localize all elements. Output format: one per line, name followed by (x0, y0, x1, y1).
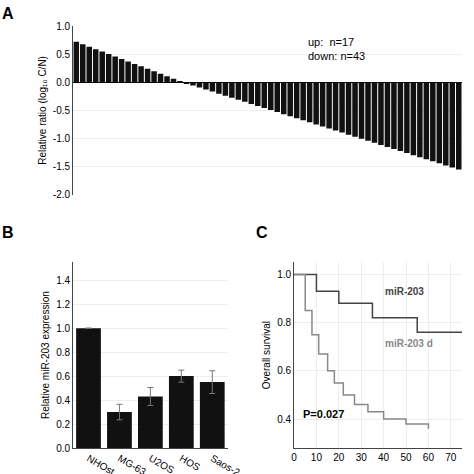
svg-text:0.8: 0.8 (277, 317, 291, 328)
svg-text:0.2: 0.2 (56, 419, 70, 430)
svg-text:Relative ratio (log₁₀ C/N): Relative ratio (log₁₀ C/N) (37, 56, 48, 165)
svg-text:A: A (2, 5, 14, 22)
svg-text:10: 10 (311, 452, 323, 463)
svg-text:-1.0: -1.0 (53, 133, 71, 144)
svg-text:0.6: 0.6 (277, 365, 291, 376)
svg-text:Saos-2: Saos-2 (209, 453, 242, 474)
svg-text:up: n=17down: n=43: up: n=17down: n=43 (308, 36, 365, 62)
svg-text:60: 60 (423, 452, 435, 463)
svg-text:miR-203: miR-203 (385, 286, 424, 297)
svg-text:0.0: 0.0 (56, 443, 70, 454)
svg-text:C: C (256, 224, 268, 241)
svg-text:B: B (2, 224, 14, 241)
svg-text:40: 40 (378, 452, 390, 463)
svg-text:1.0: 1.0 (56, 323, 70, 334)
svg-text:0.5: 0.5 (56, 49, 70, 60)
svg-text:0.6: 0.6 (56, 371, 70, 382)
svg-text:-2.0: -2.0 (53, 189, 71, 200)
svg-text:0.4: 0.4 (56, 395, 70, 406)
svg-text:0: 0 (291, 452, 297, 463)
svg-text:20: 20 (333, 452, 345, 463)
svg-text:miR-203 d: miR-203 d (385, 338, 433, 349)
svg-text:50: 50 (400, 452, 412, 463)
svg-text:30: 30 (356, 452, 368, 463)
svg-text:Overall survival: Overall survival (261, 321, 272, 389)
svg-text:-0.5: -0.5 (53, 105, 71, 116)
svg-text:0.0: 0.0 (56, 77, 70, 88)
svg-text:1.4: 1.4 (56, 275, 70, 286)
svg-text:HOS: HOS (178, 453, 203, 474)
svg-text:0.8: 0.8 (56, 347, 70, 358)
svg-text:MG-63: MG-63 (116, 453, 148, 474)
svg-text:0.4: 0.4 (277, 414, 291, 425)
svg-text:1.0: 1.0 (277, 269, 291, 280)
svg-text:U2OS: U2OS (147, 453, 176, 474)
svg-text:NHOst: NHOst (85, 453, 117, 474)
svg-text:Relative miR-203 expression: Relative miR-203 expression (40, 291, 51, 419)
svg-text:1.0: 1.0 (56, 21, 70, 32)
svg-text:-1.5: -1.5 (53, 161, 71, 172)
svg-text:1.2: 1.2 (56, 299, 70, 310)
svg-text:P=0.027: P=0.027 (303, 408, 344, 420)
svg-text:70: 70 (445, 452, 457, 463)
